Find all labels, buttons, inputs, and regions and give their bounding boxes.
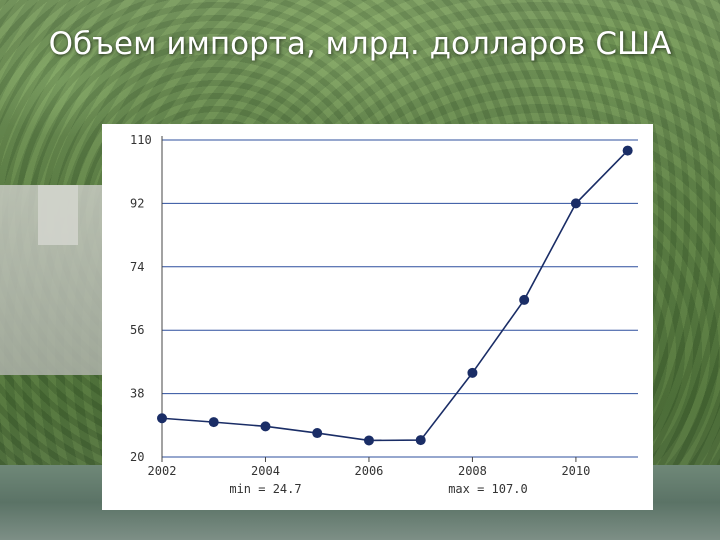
- x-tick-label: 2010: [561, 464, 590, 478]
- x-tick-label: 2008: [458, 464, 487, 478]
- y-tick-label: 110: [130, 133, 152, 147]
- data-point: [260, 421, 271, 432]
- data-point: [622, 145, 633, 156]
- x-tick-label: 2002: [148, 464, 177, 478]
- series-line: [161, 150, 629, 442]
- y-tick-label: 74: [130, 260, 144, 274]
- line-chart: 20 38 56 74 92 110 2002 2004 2006 2008 2010 min = 2…: [130, 133, 638, 496]
- data-point: [570, 198, 581, 209]
- data-point: [467, 367, 478, 378]
- x-tick-label: 2006: [355, 464, 384, 478]
- y-tick-label: 20: [130, 450, 144, 464]
- data-point: [415, 435, 426, 446]
- data-point: [519, 294, 530, 305]
- x-tick-label: 2004: [251, 464, 280, 478]
- max-stat-label: max = 107.0: [448, 482, 527, 496]
- data-point: [208, 417, 219, 428]
- data-point: [312, 428, 323, 439]
- y-tick-label: 92: [130, 196, 144, 210]
- data-point: [363, 435, 374, 446]
- data-point: [157, 413, 167, 424]
- min-stat-label: min = 24.7: [229, 482, 301, 496]
- background-castle-tower: [38, 185, 78, 245]
- slide-title: Объем импорта, млрд. долларов США: [48, 26, 672, 62]
- y-tick-label: 38: [130, 387, 144, 401]
- y-tick-label: 56: [130, 323, 144, 337]
- chart-panel: 20 38 56 74 92 110 2002 2004 2006 2008 2010 min = 2…: [102, 124, 653, 510]
